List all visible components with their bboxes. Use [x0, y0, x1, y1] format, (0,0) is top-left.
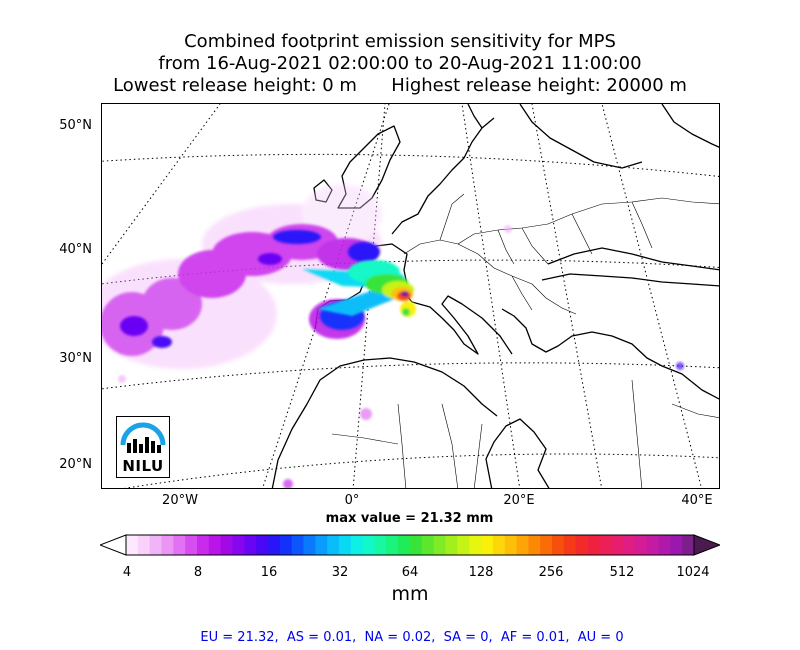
colorbar-cell: [386, 535, 399, 555]
colorbar-tick-label: 16: [260, 565, 278, 580]
colorbar-cell: [552, 535, 565, 555]
colorbar-cell: [244, 535, 257, 555]
graticule-lon-20e: [461, 104, 521, 488]
colorbar-cell: [634, 535, 648, 555]
colorbar-tick-label: 64: [401, 565, 419, 580]
colorbar-cells: [126, 535, 695, 555]
graticule-lat-20n: [123, 453, 719, 488]
nilu-logo-text: NILU: [122, 457, 164, 475]
colorbar-cell: [173, 535, 186, 555]
colorbar-cell: [398, 535, 411, 555]
colorbar-cell: [516, 535, 529, 555]
colorbar-cell: [137, 535, 151, 555]
coast-baltic: [519, 104, 643, 169]
colorbar-cell: [185, 535, 198, 555]
colorbar-cell: [587, 535, 600, 555]
colorbar-min-extension: [100, 534, 127, 556]
colorbar-cell: [492, 535, 506, 555]
coast-black-sea-south: [541, 273, 719, 287]
colorbar-cell: [670, 535, 683, 555]
graticule-lon-20w: [262, 104, 390, 488]
colorbar-cell: [528, 535, 541, 555]
colorbar-cell: [208, 535, 222, 555]
graticule-lon-40w: [102, 104, 221, 265]
chart-title-line-1: Combined footprint emission sensitivity …: [184, 31, 616, 52]
colorbar-tick-label: 4: [122, 565, 132, 580]
graticule-lat-30n: [102, 362, 719, 390]
chart-title-line-2: from 16-Aug-2021 02:00:00 to 20-Aug-2021…: [158, 53, 642, 74]
colorbar-cell: [504, 535, 518, 555]
coast-gulf-finland: [661, 104, 719, 148]
colorbar-cell: [126, 535, 139, 555]
nilu-logo-graphic: [120, 422, 166, 453]
map-canvas: NILU: [102, 104, 719, 488]
lon-label-0: 0°: [344, 493, 360, 508]
colorbar-tick-label: 1024: [676, 565, 710, 580]
colorbar-cell: [327, 535, 340, 555]
colorbar-cell: [611, 535, 624, 555]
chart-title-line-3: Lowest release height: 0 m Highest relea…: [113, 75, 687, 96]
colorbar-cell: [268, 535, 281, 555]
colorbar-cell: [303, 535, 316, 555]
colorbar-cell: [540, 535, 553, 555]
colorbar-cell: [197, 535, 210, 555]
colorbar-tick-label: 128: [468, 565, 494, 580]
colorbar-cell: [481, 535, 494, 555]
colorbar-cell: [232, 535, 245, 555]
lat-label-40n: 40°N: [59, 242, 92, 257]
colorbar-cell: [658, 535, 671, 555]
colorbar-cell: [563, 535, 577, 555]
colorbar-tick-label: 32: [331, 565, 349, 580]
lon-label-40e: 40°E: [681, 493, 713, 508]
colorbar-unit-label: mm: [391, 583, 429, 605]
coast-greece-turkey: [501, 308, 719, 400]
colorbar-cell: [646, 535, 660, 555]
colorbar-cell: [350, 535, 364, 555]
colorbar-max-extension: [693, 534, 720, 556]
lat-label-30n: 30°N: [59, 351, 92, 366]
colorbar-cell: [469, 535, 482, 555]
coast-italy: [401, 289, 513, 355]
coast-north-sea: [391, 117, 495, 235]
region-stats-line: EU = 21.32, AS = 0.01, NA = 0.02, SA = 0…: [200, 630, 624, 645]
colorbar: [100, 534, 720, 556]
colorbar-cell: [457, 535, 470, 555]
colorbar-cell: [410, 535, 423, 555]
footprint-plume: [102, 184, 684, 488]
lon-label-20w: 20°W: [162, 493, 198, 508]
colorbar-cell: [421, 535, 435, 555]
colorbar-cell: [374, 535, 387, 555]
colorbar-cell: [339, 535, 352, 555]
colorbar-cell: [220, 535, 234, 555]
colorbar-cell: [575, 535, 589, 555]
lat-label-50n: 50°N: [59, 118, 92, 133]
coast-denmark: [467, 104, 483, 129]
colorbar-cell: [445, 535, 458, 555]
graticule-lat-50n: [102, 153, 719, 177]
colorbar-cell: [161, 535, 174, 555]
colorbar-cell: [279, 535, 293, 555]
colorbar-cell: [149, 535, 163, 555]
coast-africa-east: [485, 418, 550, 488]
colorbar-cell: [682, 535, 695, 555]
map-panel: NILU: [101, 103, 720, 489]
lat-label-20n: 20°N: [59, 457, 92, 472]
colorbar-cell: [291, 535, 305, 555]
max-value-label: max value = 21.32 mm: [325, 511, 494, 526]
colorbar-cell: [623, 535, 636, 555]
colorbar-cell: [256, 535, 269, 555]
colorbar-cell: [599, 535, 612, 555]
coast-black-sea-north: [547, 247, 719, 271]
colorbar-tick-label: 256: [538, 565, 564, 580]
coast-north-africa: [271, 357, 498, 488]
colorbar-tick-label: 8: [193, 565, 203, 580]
nilu-logo: NILU: [116, 416, 170, 478]
colorbar-outline: [125, 534, 695, 556]
lon-label-20e: 20°E: [503, 493, 535, 508]
graticule-lon-40e: [601, 104, 702, 488]
colorbar-cell: [362, 535, 376, 555]
colorbar-cell: [315, 535, 328, 555]
colorbar-cell: [433, 535, 447, 555]
colorbar-tick-label: 512: [609, 565, 635, 580]
